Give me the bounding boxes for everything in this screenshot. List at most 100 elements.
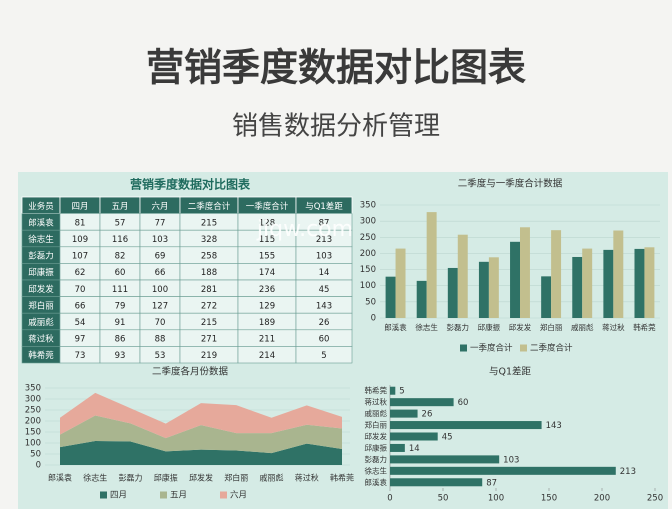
x-tick-label: 郎溪袁 [384,322,407,332]
table-cell-text: 100 [152,285,168,295]
table-cell-text: 213 [316,235,332,245]
legend-swatch [520,344,527,352]
value-label: 5 [399,387,404,397]
table-cell-text: 戚丽彪 [28,317,54,328]
table-cell-text: 14 [319,268,330,278]
bar [603,249,614,318]
table-cell-text: 邱发发 [28,284,54,295]
table-header-text: 与Q1差距 [305,201,343,212]
table-cell-text: 103 [152,235,168,245]
table-cell-text: 60 [115,268,126,278]
table-cell-text: 143 [316,301,332,311]
table-cell-text: 66 [155,268,166,278]
y-tick-label: 350 [360,201,376,211]
table-cell-text: 88 [155,335,166,345]
bar [457,234,468,318]
y-tick-label: 戚丽彪 [365,408,388,418]
bar [510,241,520,318]
page-title: 营销季度数据对比图表 [146,46,526,90]
x-tick-label: 50 [438,494,449,504]
chart-title: 二季度与一季度合计数据 [458,178,563,190]
table-cell-text: 70 [155,318,166,328]
table-cell-text: 蒋过秋 [28,334,54,345]
table-header-text: 五月 [111,202,128,212]
value-label: 143 [546,421,562,431]
x-tick-label: 250 [647,494,663,504]
y-tick-label: 郑白丽 [365,420,388,430]
value-label: 87 [486,478,497,488]
legend-label: 六月 [230,490,247,501]
page-subtitle: 销售数据分析管理 [232,112,440,142]
bar [551,230,562,318]
x-tick-label: 徐志生 [83,473,107,483]
table-header-text: 六月 [151,201,168,212]
table-cell-text: 韩希莞 [28,350,54,361]
x-tick-label: 蒋过秋 [602,322,625,332]
y-tick-label: 0 [36,461,41,471]
table-cell-text: 70 [75,285,86,295]
x-tick-label: 戚丽彪 [260,473,284,483]
table-cell-text: 69 [155,252,166,262]
y-tick-label: 郎溪袁 [365,477,388,487]
x-tick-label: 徐志生 [415,322,438,332]
value-label: 14 [409,444,420,454]
bar [390,455,500,464]
y-tick-label: 300 [360,217,376,227]
bar [390,432,438,441]
table-cell-text: 5 [321,351,326,361]
table-cell-text: 129 [259,301,275,311]
table-cell-text: 215 [201,318,217,328]
table-cell-text: 188 [201,268,217,278]
legend-swatch [100,491,107,499]
y-tick-label: 150 [360,265,376,275]
table-cell [295,346,353,364]
legend-swatch [220,491,227,499]
x-tick-label: 0 [387,494,392,504]
bar [582,248,593,318]
dashboard-title: 营销季度数据对比图表 [130,177,251,192]
watermark: jiqw.com [256,217,353,242]
x-tick-label: 邱发发 [189,473,213,483]
y-tick-label: 100 [360,281,376,291]
x-tick-label: 郑白丽 [540,322,563,332]
x-tick-label: 韩希莞 [633,322,656,332]
table-cell-text: 214 [259,351,275,361]
y-tick-label: 250 [360,233,376,243]
table-cell-text: 77 [155,218,166,228]
bar [416,280,427,318]
bar [488,257,499,318]
y-tick-label: 彭磊力 [365,454,388,464]
table-cell-text: 81 [75,218,86,228]
bar [390,443,405,452]
table-cell-text: 86 [115,335,126,345]
table-cell-text: 272 [201,301,217,311]
x-tick-label: 邱康振 [154,473,178,483]
table-cell-text: 281 [201,285,217,295]
area [60,415,342,454]
table-cell-text: 258 [201,252,217,262]
legend-label: 一季度合计 [470,343,513,354]
y-tick-label: 50 [30,450,41,460]
table-cell-text: 82 [115,252,126,262]
value-label: 103 [503,455,519,465]
table-cell-text: 26 [319,318,330,328]
bar [447,267,458,318]
table-cell-text: 57 [115,218,126,228]
table-cell-text: 徐志生 [28,234,54,245]
x-tick-label: 戚丽彪 [571,322,594,332]
x-tick-label: 彭磊力 [119,473,143,483]
bar [613,230,624,318]
legend-swatch [160,491,167,499]
y-tick-label: 邱发发 [365,431,388,441]
value-label: 213 [620,467,636,477]
table-cell-text: 127 [152,301,168,311]
table-cell-text: 189 [259,318,275,328]
table-cell-text: 79 [115,301,126,311]
x-tick-label: 200 [594,494,610,504]
legend-label: 五月 [170,491,187,501]
table-cell-text: 66 [75,301,86,311]
table-cell-text: 211 [259,335,275,345]
bar [390,466,616,475]
bar [520,227,530,318]
table-header-text: 四月 [71,202,88,212]
